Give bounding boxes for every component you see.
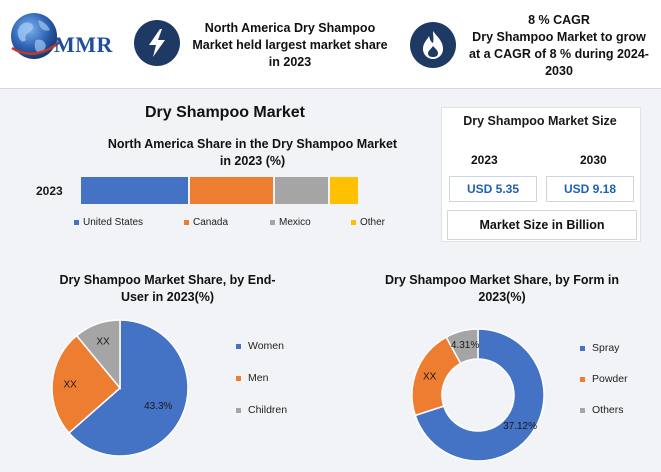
end-user-legend: Women Men Children — [236, 340, 326, 420]
pie-slice-men — [51, 334, 122, 435]
legend-item-children: Children — [236, 404, 287, 416]
bar-segment-mexico — [274, 177, 329, 204]
form-legend: Spray Powder Others — [580, 342, 655, 422]
slice-label-powder: XX — [423, 371, 437, 382]
value-2023: USD 5.35 — [449, 176, 537, 202]
fact1-line: North America Dry Shampoo — [204, 21, 376, 35]
fact1-line: Market held largest market share — [192, 38, 388, 52]
pie-title-line: User in 2023(%) — [120, 290, 215, 304]
slice-label-men: XX — [63, 380, 77, 391]
legend-label: Canada — [193, 217, 229, 228]
legend-item-united-states: United States — [74, 217, 143, 228]
legend-label: Others — [592, 404, 624, 416]
pie-chart-title: Dry Shampoo Market Share, by End- User i… — [40, 272, 295, 306]
slice-label-women: 43.3% — [144, 401, 172, 412]
fact-text-1: North America Dry Shampoo Market held la… — [185, 20, 395, 71]
legend-label: United States — [83, 217, 144, 228]
legend-item-mexico: Mexico — [270, 217, 311, 228]
legend-item-powder: Powder — [580, 373, 628, 385]
market-size-footer: Market Size in Billion — [447, 210, 637, 240]
lightning-icon — [149, 29, 165, 57]
legend-label: Men — [248, 372, 269, 384]
legend-item-men: Men — [236, 372, 268, 384]
legend-swatch — [351, 220, 356, 225]
bar-category-label: 2023 — [36, 184, 63, 198]
legend-swatch — [580, 407, 585, 413]
legend-swatch — [236, 343, 241, 349]
pie-slice-spray — [414, 328, 545, 462]
bar-segment-other — [330, 177, 358, 204]
slice-label-children: XX — [96, 336, 110, 347]
legend-swatch — [236, 375, 241, 381]
slice-label-others: 4.31% — [451, 340, 479, 351]
fact2-line: 8 % CAGR — [528, 13, 590, 27]
slice-label-spray: 37.12% — [503, 421, 537, 432]
logo-text: MMR — [54, 32, 113, 57]
value-2030: USD 9.18 — [546, 176, 634, 202]
legend-item-spray: Spray — [580, 342, 619, 354]
fact-circle-1 — [134, 20, 180, 66]
market-size-title: Dry Shampoo Market Size — [463, 114, 617, 128]
legend-item-others: Others — [580, 404, 624, 416]
bar-title-line: in 2023 (%) — [219, 154, 286, 168]
header-banner — [0, 0, 661, 88]
donut-title-line: Dry Shampoo Market Share, by Form in — [384, 273, 620, 287]
pie-title-line: Dry Shampoo Market Share, by End- — [59, 273, 276, 287]
main-title: Dry Shampoo Market — [144, 104, 306, 121]
legend-label: Mexico — [279, 217, 311, 228]
year-label-2023: 2023 — [471, 153, 498, 167]
legend-swatch — [74, 220, 79, 225]
year-label-2030: 2030 — [580, 153, 607, 167]
pie-slice-children — [75, 319, 121, 391]
header-divider — [0, 88, 661, 89]
legend-swatch — [236, 407, 241, 413]
bar-legend: United States Canada Mexico Other — [74, 217, 434, 231]
legend-item-other: Other — [351, 217, 385, 228]
pie-slice-others — [445, 328, 479, 365]
fact-circle-2 — [410, 22, 456, 68]
legend-label: Powder — [592, 373, 628, 385]
legend-swatch — [580, 345, 585, 351]
legend-item-women: Women — [236, 340, 284, 352]
fact1-line: in 2023 — [268, 55, 312, 69]
legend-swatch — [270, 220, 275, 225]
bar-segment-united-states — [81, 177, 189, 204]
legend-label: Women — [248, 340, 284, 352]
flame-icon — [423, 31, 443, 59]
bar-chart-title: North America Share in the Dry Shampoo M… — [80, 136, 425, 170]
legend-item-canada: Canada — [184, 217, 228, 228]
legend-swatch — [184, 220, 189, 225]
bar-title-line: North America Share in the Dry Shampoo M… — [107, 137, 398, 151]
legend-swatch — [580, 376, 585, 382]
fact2-line: at a CAGR of 8 % during 2024- — [469, 47, 649, 61]
donut-chart-title: Dry Shampoo Market Share, by Form in 202… — [362, 272, 642, 306]
legend-label: Other — [360, 217, 386, 228]
globe-icon — [11, 13, 61, 59]
end-user-pie-chart: 43.3% XX XX — [51, 319, 189, 457]
fact-text-2: 8 % CAGR Dry Shampoo Market to grow at a… — [462, 12, 656, 80]
donut-title-line: 2023(%) — [478, 290, 526, 304]
bar-segment-canada — [190, 177, 273, 204]
pie-slice-women — [67, 319, 189, 457]
legend-label: Children — [248, 404, 288, 416]
fact2-line: 2030 — [545, 64, 573, 78]
form-donut-chart: 37.12% XX 4.31% — [411, 328, 545, 462]
fact2-line: Dry Shampoo Market to grow — [472, 30, 646, 44]
legend-label: Spray — [592, 342, 620, 354]
